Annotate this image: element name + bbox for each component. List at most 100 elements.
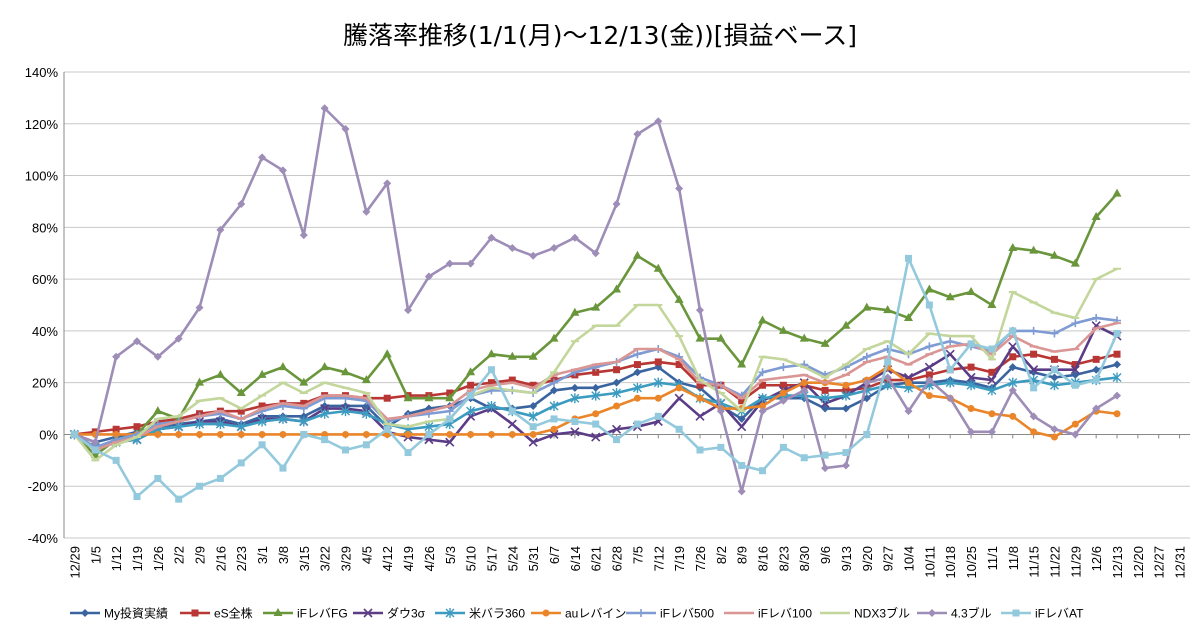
x-tick-label: 12/20 xyxy=(1131,546,1146,579)
data-point xyxy=(758,393,768,404)
x-tick-label: 1/19 xyxy=(130,546,145,571)
data-point xyxy=(988,345,996,353)
data-point xyxy=(550,378,559,387)
data-point xyxy=(278,362,288,371)
data-point xyxy=(361,375,371,384)
data-point xyxy=(842,381,850,389)
data-point xyxy=(612,378,621,387)
legend-label: iFレバ500 xyxy=(660,607,714,621)
x-tick-label: 8/23 xyxy=(776,546,791,571)
data-point xyxy=(175,495,183,503)
data-point xyxy=(195,303,204,312)
data-point xyxy=(1113,329,1121,337)
data-point xyxy=(196,430,204,438)
data-point xyxy=(466,367,476,376)
x-tick-label: 8/2 xyxy=(714,546,729,564)
data-point xyxy=(445,407,454,416)
y-tick-label: 20% xyxy=(32,376,58,391)
data-point xyxy=(612,200,621,209)
x-tick-label: 6/14 xyxy=(568,546,583,571)
x-tick-label: 10/11 xyxy=(922,546,937,578)
data-point xyxy=(1049,380,1059,391)
data-point xyxy=(967,405,975,413)
data-point xyxy=(1008,363,1017,372)
series-group xyxy=(69,104,1122,503)
data-point xyxy=(215,419,225,430)
data-point xyxy=(571,418,579,425)
data-point xyxy=(273,608,283,616)
series-8 xyxy=(70,267,1122,462)
legend-label: iFレバFG xyxy=(297,607,348,621)
data-point xyxy=(1029,412,1038,421)
data-point xyxy=(542,609,550,617)
data-point xyxy=(1071,361,1079,369)
data-point xyxy=(820,393,830,404)
data-point xyxy=(591,432,601,442)
data-point xyxy=(779,389,787,397)
data-point xyxy=(674,294,684,303)
data-point xyxy=(591,383,600,392)
data-point xyxy=(591,249,600,258)
x-tick-label: 8/16 xyxy=(756,546,771,571)
y-tick-label: -20% xyxy=(28,479,59,494)
y-tick-label: 40% xyxy=(32,324,58,339)
y-axis: -40% -20% 0% 20% 40% 60% 80% 100% 120% 140% xyxy=(25,65,65,546)
data-point xyxy=(821,404,830,413)
data-point xyxy=(966,380,976,391)
x-tick-label: 11/22 xyxy=(1047,546,1062,578)
data-point xyxy=(487,366,495,374)
legend-label: 米バラ360 xyxy=(469,607,525,621)
data-point xyxy=(778,325,788,334)
data-point xyxy=(425,430,433,438)
data-point xyxy=(424,272,433,281)
data-point xyxy=(341,406,350,417)
x-tick-label: 7/12 xyxy=(651,546,666,571)
data-point xyxy=(549,400,559,411)
data-point xyxy=(758,315,768,324)
data-point xyxy=(1009,412,1017,420)
data-point xyxy=(1092,376,1100,384)
data-point xyxy=(320,408,330,419)
data-point xyxy=(591,390,601,401)
data-point xyxy=(1071,370,1080,379)
data-point xyxy=(841,404,850,413)
data-point xyxy=(507,351,517,360)
data-point xyxy=(487,379,495,387)
data-point xyxy=(1092,365,1101,374)
data-point xyxy=(613,366,621,374)
data-point xyxy=(154,430,162,438)
data-point xyxy=(258,402,266,410)
data-point xyxy=(1029,326,1038,335)
data-point xyxy=(300,399,308,407)
y-tick-label: 60% xyxy=(32,272,58,287)
data-point xyxy=(675,184,684,193)
data-point xyxy=(591,302,601,311)
x-tick-label: 5/31 xyxy=(526,546,541,571)
data-point xyxy=(987,375,997,385)
data-point xyxy=(841,320,851,329)
legend-item-3: ダウ3σ xyxy=(353,606,426,621)
data-point xyxy=(738,462,746,470)
data-point xyxy=(1112,372,1122,383)
legend-label: auレバイン xyxy=(565,607,626,621)
data-point xyxy=(258,441,266,449)
data-point xyxy=(466,406,476,417)
x-tick-label: 9/13 xyxy=(839,546,854,571)
data-point xyxy=(424,393,434,402)
data-point xyxy=(779,443,787,451)
data-point xyxy=(446,415,454,423)
data-point xyxy=(445,393,455,402)
data-point xyxy=(633,361,641,369)
legend: My投資実績 eS全株 iFレバFG ダウ3σ 米バラ360 auレバイン iFレバ500 i… xyxy=(70,606,1084,621)
data-point xyxy=(529,423,537,431)
legend-item-10: iFレバAT xyxy=(1001,607,1084,621)
data-point xyxy=(1091,211,1101,220)
x-tick-label: 1/5 xyxy=(88,546,103,564)
data-point xyxy=(946,366,954,374)
x-tick-label: 3/29 xyxy=(339,546,354,571)
data-point xyxy=(529,251,538,260)
data-point xyxy=(1092,404,1101,413)
data-point xyxy=(278,166,287,175)
x-tick-label: 11/29 xyxy=(1068,546,1083,578)
x-tick-label: 5/10 xyxy=(464,546,479,571)
